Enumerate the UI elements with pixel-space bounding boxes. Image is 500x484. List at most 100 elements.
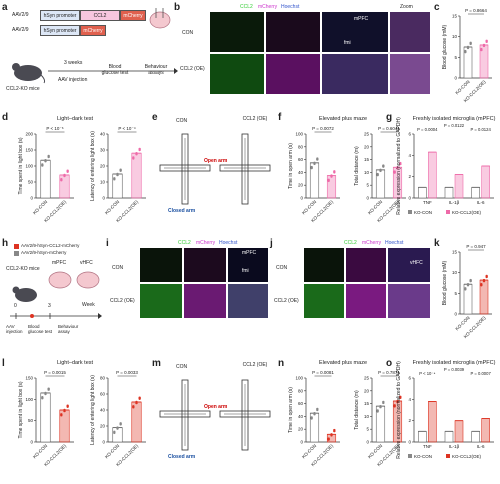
j-row-con: CON <box>276 265 288 271</box>
panel-letter-g: g <box>386 112 393 123</box>
f2-ytick-label: 20 <box>364 144 370 149</box>
g-ytick-label: 0 <box>408 196 411 201</box>
d2-xtick-label: KO-CON <box>104 199 120 215</box>
o-title: Freshly isolated microglia (mPFC) <box>413 360 496 366</box>
panel-letter-c: c <box>434 2 440 13</box>
j-header-ccl2: CCL2 <box>344 240 357 246</box>
panel-letter-m: m <box>152 358 161 369</box>
d1-dot <box>41 163 44 166</box>
g-bar-KO-CCL2(OE) <box>481 165 490 199</box>
d1-xtick-label: KO-CON <box>32 199 48 215</box>
d2-ytick-label: 40 <box>100 132 106 137</box>
o-xtick-label: IL-6 <box>477 444 485 449</box>
l2-ytick-label: 20 <box>100 424 106 429</box>
h-legend-swatch1 <box>14 244 19 249</box>
panel-letter-e: e <box>152 112 158 123</box>
k-ytick-label: 15 <box>452 250 458 255</box>
b-img-oe-merge <box>322 54 388 94</box>
h-mouse-label: CCL2-KO mice <box>6 266 40 272</box>
n2-dot <box>382 400 385 404</box>
n1-ytick-label: 40 <box>298 414 304 419</box>
n1-pvalue: P = 0.0081 <box>312 370 334 375</box>
c-dot <box>464 49 467 53</box>
b-row-con: CON <box>182 30 194 36</box>
step1-sub: AAV injection <box>58 77 88 83</box>
n2-ytick-label: 0 <box>366 440 369 445</box>
g-pvalue: P = 0.0124 <box>471 127 492 132</box>
g-pvalue: P = 0.0004 <box>417 127 438 132</box>
f2-dot <box>399 161 402 165</box>
panel-letter-o: o <box>386 358 393 369</box>
b-header-ccl2: CCL2 <box>240 4 253 10</box>
d2-dot <box>135 152 138 155</box>
g-bar-KO-CCL2(OE) <box>454 174 464 199</box>
j-img-oe-magenta <box>346 284 386 318</box>
n1-dot <box>327 437 330 440</box>
d1-dot <box>44 159 47 162</box>
o-bar-KO-CCL2(OE) <box>428 401 437 443</box>
j-img-oe-merge <box>388 284 430 318</box>
h-line1: AAV2/9-hSyn-CCL2-mCherry <box>21 243 80 248</box>
b-fmi-label: fmi <box>344 40 351 46</box>
c-pvalue: P = 0.8664 <box>465 8 487 13</box>
d1-ytick-label: 100 <box>25 164 33 169</box>
mouse-label: CCL2-KO mice <box>6 86 40 92</box>
step1-label: 3 weeks <box>64 60 83 66</box>
i-header-mcherry: mCherry <box>196 240 216 246</box>
o-legend-label: KO-CON <box>414 454 432 459</box>
l1-dot <box>63 408 66 412</box>
h-mouse-icon <box>12 286 37 302</box>
n2-ytick-label: 10 <box>364 414 370 419</box>
o-pvalue: P = 0.0039 <box>444 367 465 372</box>
b-img-con-merge: mPFC fmi <box>322 12 388 52</box>
c-ytick-label: 5 <box>454 55 457 60</box>
g-bar-KO-CON <box>418 187 427 199</box>
d2-ytick-label: 0 <box>102 196 105 201</box>
l1-xtick-label: KO-CON <box>32 443 48 459</box>
l1-pvalue: P = 0.0015 <box>44 370 66 375</box>
i-img-oe-magenta <box>184 284 226 318</box>
j-img-con-merge: vHFC <box>388 248 430 282</box>
panel-letter-a: a <box>2 2 8 13</box>
j-region-label: vHFC <box>410 260 423 266</box>
vector2-prefix: AAV2/9 <box>12 27 29 33</box>
i-region-label: mPFC <box>242 250 257 256</box>
d1-dot <box>60 178 63 181</box>
g-bar-KO-CON <box>444 187 454 199</box>
n1-dot <box>310 416 313 419</box>
d2-ytick-label: 20 <box>100 164 106 169</box>
d1-pvalue: P < 10⁻⁶ <box>46 126 63 131</box>
l1-ytick-label: 50 <box>28 418 34 423</box>
o-ytick-label: 0 <box>408 440 411 445</box>
n1-dot <box>330 433 333 436</box>
j-row-oe: CCL2 (OE) <box>274 298 299 304</box>
f2-ytick-label: 10 <box>364 170 370 175</box>
b-img-con-zoom <box>390 12 430 52</box>
d2-dot <box>116 172 119 176</box>
g-legend-label: KO-CCL2(OE) <box>452 210 482 215</box>
f1-title: Elevated plus maze <box>319 116 367 122</box>
f1-ytick-label: 80 <box>298 144 304 149</box>
k-dot <box>469 278 472 282</box>
f1-ytick-label: 100 <box>295 132 303 137</box>
panel-letter-j: j <box>270 238 273 249</box>
l2-xtick-label: KO-CON <box>104 443 120 459</box>
e-oe-label: CCL2 (OE) <box>242 116 268 122</box>
f2-pvalue: P = 0.6041 <box>378 126 400 131</box>
n2-ytick-label: 20 <box>364 388 370 393</box>
step2-label: Blood glucose test <box>101 64 129 76</box>
b-img-oe-green <box>210 54 264 94</box>
i-header-ccl2: CCL2 <box>178 240 191 246</box>
c-dot <box>469 41 472 45</box>
panel-letter-n: n <box>278 358 285 369</box>
c-dot <box>466 45 470 49</box>
f1-pvalue: P = 0.0072 <box>312 126 334 131</box>
panel-letter-b: b <box>174 2 181 13</box>
j-header-mcherry: mCherry <box>362 240 382 246</box>
c-dot <box>485 39 488 42</box>
k-ylabel: Blood glucose (mM) <box>442 260 448 305</box>
l1-ytick-label: 100 <box>25 397 33 402</box>
k-dot <box>482 278 486 282</box>
f1-ytick-label: 20 <box>298 183 304 188</box>
l2-ytick-label: 60 <box>100 392 106 397</box>
